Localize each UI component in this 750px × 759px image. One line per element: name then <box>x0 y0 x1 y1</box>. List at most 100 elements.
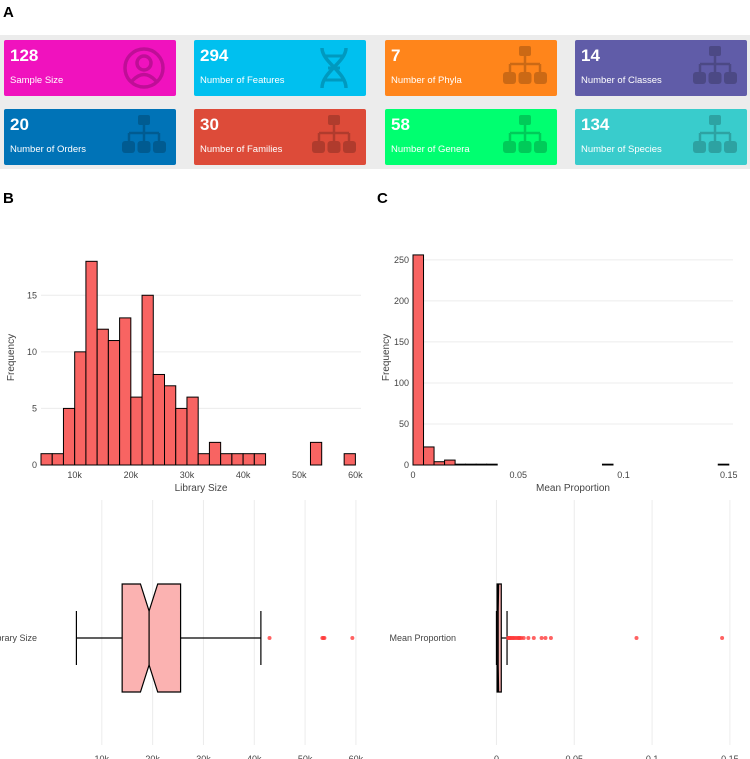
y-tick-label: 15 <box>27 290 37 300</box>
histogram-bar <box>85 260 98 466</box>
histogram-bar <box>96 328 109 466</box>
outlier-point <box>531 636 536 640</box>
x-tick-label: 50k <box>298 754 313 759</box>
x-tick-label: 30k <box>196 754 211 759</box>
histogram-bar <box>208 441 222 466</box>
x-tick-label: 0.15 <box>721 754 739 759</box>
histogram-bar <box>197 453 210 466</box>
x-axis-title: Library Size <box>175 483 228 494</box>
value-box-number-of-phyla: 7 Number of Phyla <box>385 40 557 96</box>
histogram-bar <box>433 461 446 466</box>
value-box-sample-size: 128 Sample Size <box>4 40 176 96</box>
histogram-bar <box>475 463 488 466</box>
histogram-bar <box>454 463 467 466</box>
value-box-number: 7 <box>391 46 401 65</box>
x-tick-label: 0.15 <box>720 470 738 480</box>
value-box-number: 58 <box>391 115 410 134</box>
outlier-point <box>720 636 725 640</box>
value-box-number-of-genera: 58 Number of Genera <box>385 109 557 165</box>
x-tick-label: 40k <box>247 754 262 759</box>
x-tick-label: 0 <box>494 754 499 759</box>
sitemap-icon <box>693 115 737 153</box>
value-box-label: Number of Families <box>200 144 283 155</box>
value-box-label: Number of Phyla <box>391 75 462 86</box>
x-tick-label: 0 <box>410 470 415 480</box>
sitemap-icon <box>503 46 547 84</box>
histogram-bar <box>343 453 356 466</box>
value-box-number: 294 <box>200 46 229 65</box>
histogram-bar <box>74 351 87 466</box>
histogram-bar <box>175 407 188 466</box>
value-box-label: Sample Size <box>10 75 64 86</box>
box-label: Mean Proportion <box>389 633 456 643</box>
value-box-number-of-orders: 20 Number of Orders <box>4 109 176 165</box>
x-tick-label: 50k <box>292 470 307 480</box>
value-box-label: Number of Features <box>200 75 285 86</box>
y-axis-title: Frequency <box>6 334 17 381</box>
histogram-bar <box>309 441 323 466</box>
histogram-bar <box>253 453 267 466</box>
value-box-number-of-families: 30 Number of Families <box>194 109 366 165</box>
value-box-number: 134 <box>581 115 610 134</box>
value-box-label: Number of Orders <box>10 144 87 155</box>
y-tick-label: 0 <box>404 460 409 470</box>
sitemap-icon <box>312 115 356 153</box>
histogram-bar <box>186 396 199 466</box>
x-tick-label: 0.05 <box>566 754 584 759</box>
panel-label-c: C <box>377 190 388 207</box>
histogram-bar <box>717 463 730 466</box>
x-tick-label: 40k <box>236 470 251 480</box>
x-tick-label: 60k <box>349 754 364 759</box>
user-icon <box>123 47 165 89</box>
value-box-label: Number of Genera <box>391 144 470 155</box>
histogram-bar <box>465 463 477 466</box>
histogram-bar <box>40 453 53 466</box>
panel-label-a: A <box>3 4 14 21</box>
value-box-number-of-species: 134 Number of Species <box>575 109 747 165</box>
y-tick-label: 200 <box>394 296 409 306</box>
x-tick-label: 30k <box>180 470 195 480</box>
outlier-point <box>526 636 531 640</box>
sitemap-icon <box>503 115 547 153</box>
value-box-number: 128 <box>10 46 39 65</box>
value-box-number-of-classes: 14 Number of Classes <box>575 40 747 96</box>
histogram-bar <box>164 385 177 466</box>
histogram-bar <box>601 463 614 466</box>
x-tick-label: 10k <box>67 470 82 480</box>
histogram-bar <box>141 294 154 466</box>
x-tick-label: 0.1 <box>646 754 659 759</box>
x-tick-label: 0.1 <box>617 470 630 480</box>
histogram-bar <box>444 459 456 466</box>
dna-icon <box>320 47 348 89</box>
value-box-number-of-features: 294 Number of Features <box>194 40 366 96</box>
x-tick-label: 10k <box>95 754 110 759</box>
histogram-bar <box>62 407 76 466</box>
histogram-bar <box>423 446 435 466</box>
x-tick-label: 0.05 <box>509 470 527 480</box>
panel-label-b: B <box>3 190 14 207</box>
outlier-point <box>521 636 526 640</box>
y-tick-label: 5 <box>32 403 37 413</box>
y-axis-title: Frequency <box>381 334 392 381</box>
sitemap-icon <box>693 46 737 84</box>
sitemap-icon <box>122 115 166 153</box>
histogram-bar <box>107 340 121 466</box>
x-tick-label: 60k <box>348 470 363 480</box>
box-body <box>121 583 182 693</box>
y-tick-label: 50 <box>399 419 409 429</box>
outlier-point <box>548 636 553 640</box>
y-tick-label: 0 <box>32 460 37 470</box>
y-tick-label: 10 <box>27 347 37 357</box>
outlier-point <box>350 636 355 640</box>
outlier-point <box>267 636 272 640</box>
histogram-bar <box>130 396 143 466</box>
y-tick-label: 150 <box>394 337 409 347</box>
outlier-point <box>322 636 327 640</box>
histogram-bar <box>412 254 425 466</box>
value-box-number: 14 <box>581 46 600 65</box>
value-box-label: Number of Classes <box>581 75 662 86</box>
x-axis-title: Mean Proportion <box>536 483 610 494</box>
histogram-bar <box>152 373 166 466</box>
value-box-label: Number of Species <box>581 144 662 155</box>
